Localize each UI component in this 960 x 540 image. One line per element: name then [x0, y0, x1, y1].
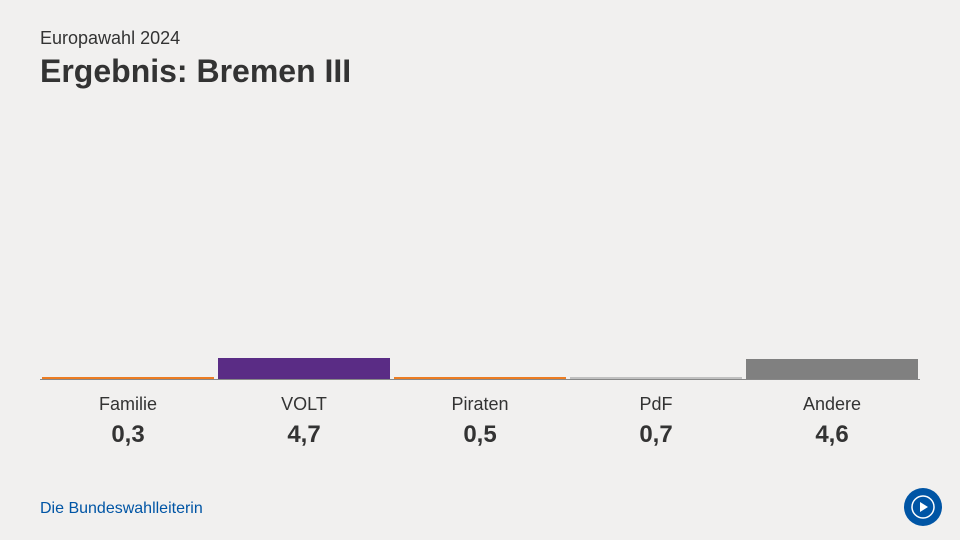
label-cell: Familie 0,3: [40, 394, 216, 449]
broadcaster-logo: [904, 488, 942, 526]
chart-baseline: [40, 379, 920, 380]
value-label: 4,6: [744, 421, 920, 449]
bar-wrapper: [40, 100, 216, 380]
category-label: PdF: [568, 394, 744, 415]
chart-subtitle: Europawahl 2024: [40, 28, 920, 49]
category-label: Familie: [40, 394, 216, 415]
bar-wrapper: [568, 100, 744, 380]
value-label: 4,7: [216, 421, 392, 449]
value-label: 0,7: [568, 421, 744, 449]
play-icon: [911, 495, 935, 519]
label-cell: VOLT 4,7: [216, 394, 392, 449]
category-label: VOLT: [216, 394, 392, 415]
chart-container: Europawahl 2024 Ergebnis: Bremen III Fam…: [0, 0, 960, 540]
bar-wrapper: [392, 100, 568, 380]
bar-wrapper: [216, 100, 392, 380]
bar: [218, 358, 390, 380]
bar-wrapper: [744, 100, 920, 380]
label-cell: Andere 4,6: [744, 394, 920, 449]
category-label: Andere: [744, 394, 920, 415]
value-label: 0,5: [392, 421, 568, 449]
source-attribution: Die Bundeswahlleiterin: [40, 500, 203, 518]
labels-row: Familie 0,3VOLT 4,7Piraten 0,5PdF 0,7Andere 4…: [40, 394, 920, 449]
chart-title: Ergebnis: Bremen III: [40, 53, 920, 90]
category-label: Piraten: [392, 394, 568, 415]
label-cell: PdF 0,7: [568, 394, 744, 449]
bars-row: [40, 100, 920, 380]
value-label: 0,3: [40, 421, 216, 449]
chart-area: [40, 100, 920, 380]
bar: [746, 359, 918, 380]
label-cell: Piraten 0,5: [392, 394, 568, 449]
